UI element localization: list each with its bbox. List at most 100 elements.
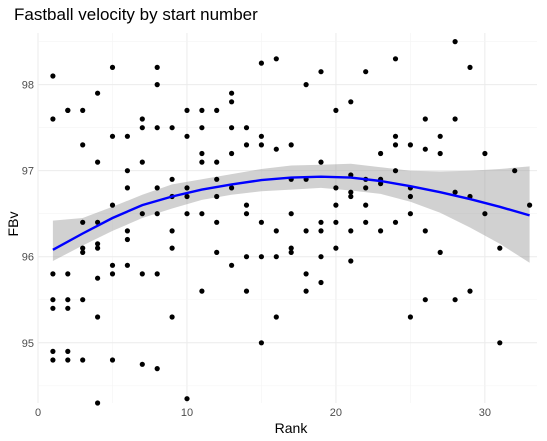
data-point xyxy=(154,211,160,217)
data-point xyxy=(139,116,145,122)
data-point xyxy=(482,150,488,157)
data-point xyxy=(229,90,235,96)
x-axis-title: Rank xyxy=(275,420,309,436)
data-point xyxy=(65,297,71,303)
data-point xyxy=(318,254,324,260)
x-tick-label: 10 xyxy=(181,407,193,419)
data-point xyxy=(199,211,205,217)
data-point xyxy=(392,168,399,174)
data-point xyxy=(184,107,190,113)
data-point xyxy=(95,219,101,225)
data-point xyxy=(199,125,205,131)
data-point xyxy=(318,159,324,165)
data-point xyxy=(407,142,413,148)
chart-title: Fastball velocity by start number xyxy=(14,5,258,24)
data-point xyxy=(497,245,503,251)
data-point xyxy=(169,245,175,251)
data-point xyxy=(303,82,309,88)
data-point xyxy=(50,348,56,354)
data-point xyxy=(154,82,160,88)
data-point xyxy=(50,357,56,363)
data-point xyxy=(184,193,190,200)
data-point xyxy=(124,262,130,268)
data-point xyxy=(437,133,443,139)
data-point xyxy=(273,56,279,62)
data-point xyxy=(214,176,220,182)
data-point xyxy=(497,340,503,346)
data-point xyxy=(243,125,250,131)
data-point xyxy=(422,116,428,122)
data-point xyxy=(392,56,399,62)
data-point xyxy=(65,305,71,311)
data-point xyxy=(407,211,413,217)
data-point xyxy=(80,249,86,255)
data-point xyxy=(95,314,101,320)
x-axis-ticks: 0 10 20 30 xyxy=(35,407,491,419)
data-point xyxy=(65,107,71,113)
data-point xyxy=(288,245,294,251)
data-point xyxy=(243,288,250,294)
data-point xyxy=(273,254,279,260)
data-point xyxy=(318,279,324,286)
data-point xyxy=(139,159,145,165)
data-point xyxy=(80,297,86,303)
data-point xyxy=(80,107,86,113)
data-point xyxy=(437,249,443,255)
data-point xyxy=(50,297,56,303)
data-point xyxy=(229,125,235,131)
data-point xyxy=(169,125,175,131)
data-point xyxy=(333,202,339,208)
data-point xyxy=(378,228,384,234)
data-point xyxy=(109,262,116,268)
data-point xyxy=(363,219,369,225)
data-point xyxy=(407,193,413,200)
data-point xyxy=(124,236,130,243)
data-point xyxy=(124,133,130,139)
y-axis-ticks: 95 96 97 98 xyxy=(22,80,34,350)
data-point xyxy=(467,288,473,294)
data-point xyxy=(184,396,190,402)
data-point xyxy=(229,99,235,105)
data-point xyxy=(318,69,324,75)
data-point xyxy=(392,133,399,139)
data-point xyxy=(392,142,399,148)
data-point xyxy=(452,39,458,45)
y-axis-title: FBv xyxy=(5,212,21,237)
data-point xyxy=(109,271,116,277)
data-point xyxy=(214,107,220,113)
data-point xyxy=(80,357,86,363)
data-point xyxy=(50,73,56,79)
data-point xyxy=(303,271,309,277)
x-tick-label: 0 xyxy=(35,407,41,419)
data-point xyxy=(154,366,160,372)
data-point xyxy=(363,185,369,191)
data-point xyxy=(318,228,324,234)
data-point xyxy=(80,142,86,148)
data-point xyxy=(288,211,294,217)
points-layer xyxy=(50,39,533,406)
data-point xyxy=(348,228,354,234)
data-point xyxy=(154,185,160,191)
data-point xyxy=(139,211,145,217)
data-point xyxy=(169,314,175,320)
data-point xyxy=(258,133,264,139)
data-point xyxy=(124,185,130,191)
y-tick-label: 96 xyxy=(22,252,34,264)
data-point xyxy=(184,211,190,217)
data-point xyxy=(303,228,309,234)
data-point xyxy=(243,202,250,208)
data-point xyxy=(363,69,369,75)
data-point xyxy=(348,99,354,105)
data-point xyxy=(303,288,309,294)
data-point xyxy=(452,189,458,195)
data-point xyxy=(363,202,369,208)
data-point xyxy=(139,271,145,277)
data-point xyxy=(333,107,339,113)
data-point xyxy=(139,361,145,367)
data-point xyxy=(65,348,71,354)
data-point xyxy=(214,219,220,225)
data-point xyxy=(50,305,56,311)
data-point xyxy=(258,340,264,346)
data-point xyxy=(109,202,116,208)
